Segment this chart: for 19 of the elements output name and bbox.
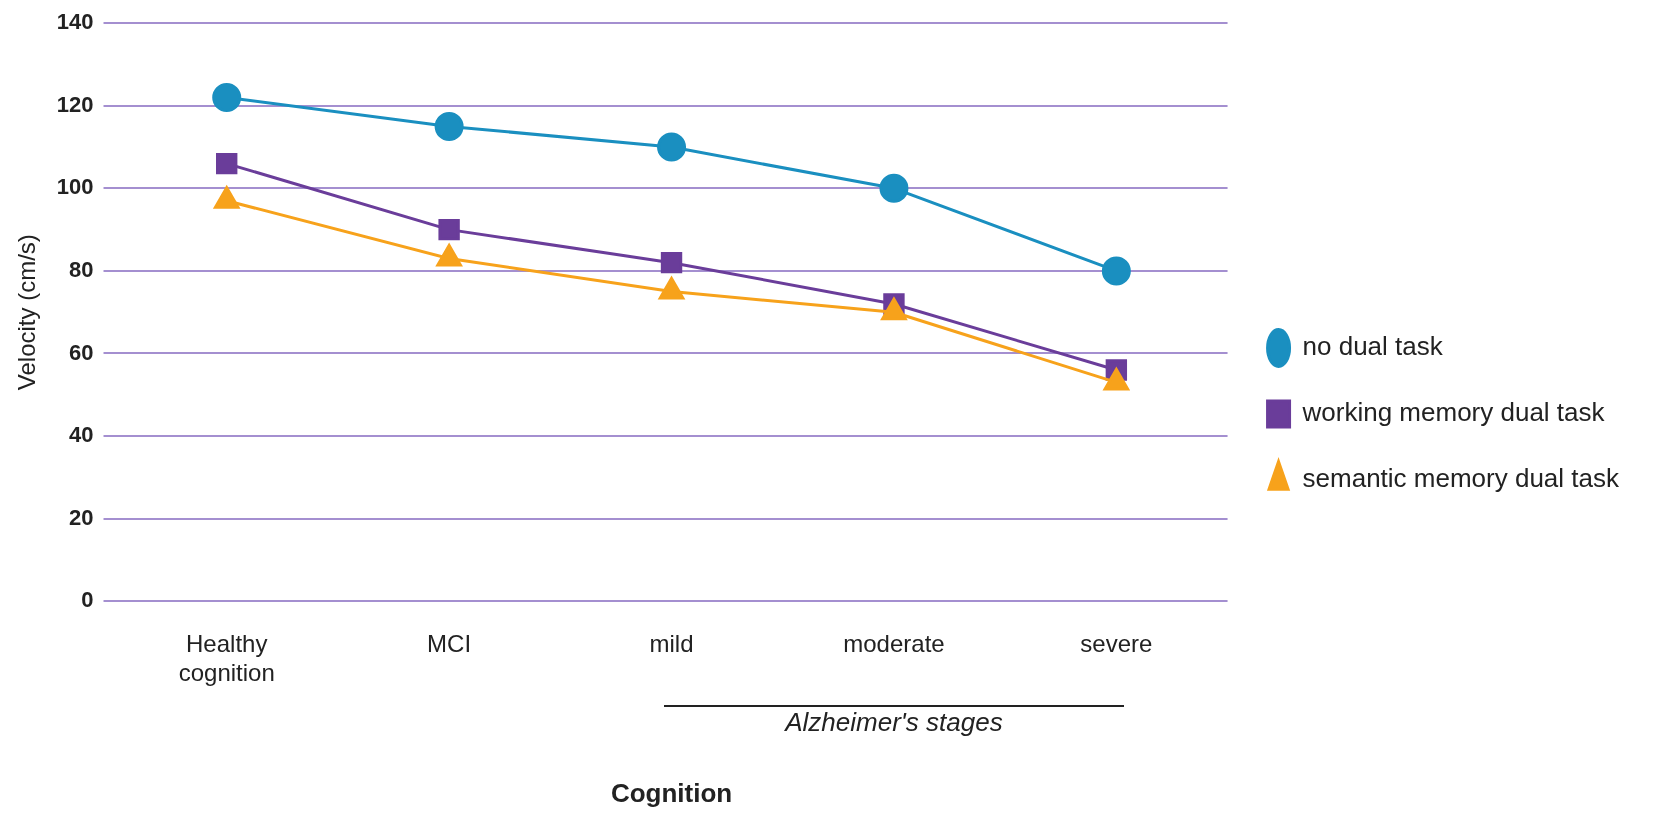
y-tick-label: 120: [56, 91, 94, 117]
y-axis-title: Velocity (cm/s): [13, 234, 41, 391]
text: Alzheimer's stages: [783, 707, 1003, 738]
x-tick-label: MCI: [427, 630, 472, 658]
x-tick-label: moderate: [843, 630, 945, 658]
legend-label: semantic memory dual task: [1302, 463, 1620, 494]
legend-label: no dual task: [1302, 331, 1444, 362]
y-tick-label: 60: [69, 339, 94, 365]
y-tick-label: 40: [69, 422, 94, 448]
y-tick-label: 80: [69, 256, 94, 282]
x-tick-label: severe: [1080, 630, 1153, 658]
y-tick-label: 20: [69, 504, 94, 530]
x-tick-label: mild: [649, 630, 694, 658]
y-tick-label: 100: [56, 174, 94, 200]
x-tick-label: Healthy cognition: [178, 630, 275, 687]
y-tick-label: 0: [81, 587, 94, 613]
x-axis-title: Cognition: [610, 777, 733, 808]
legend-label: working memory dual task: [1301, 397, 1606, 428]
y-tick-label: 140: [56, 9, 94, 35]
